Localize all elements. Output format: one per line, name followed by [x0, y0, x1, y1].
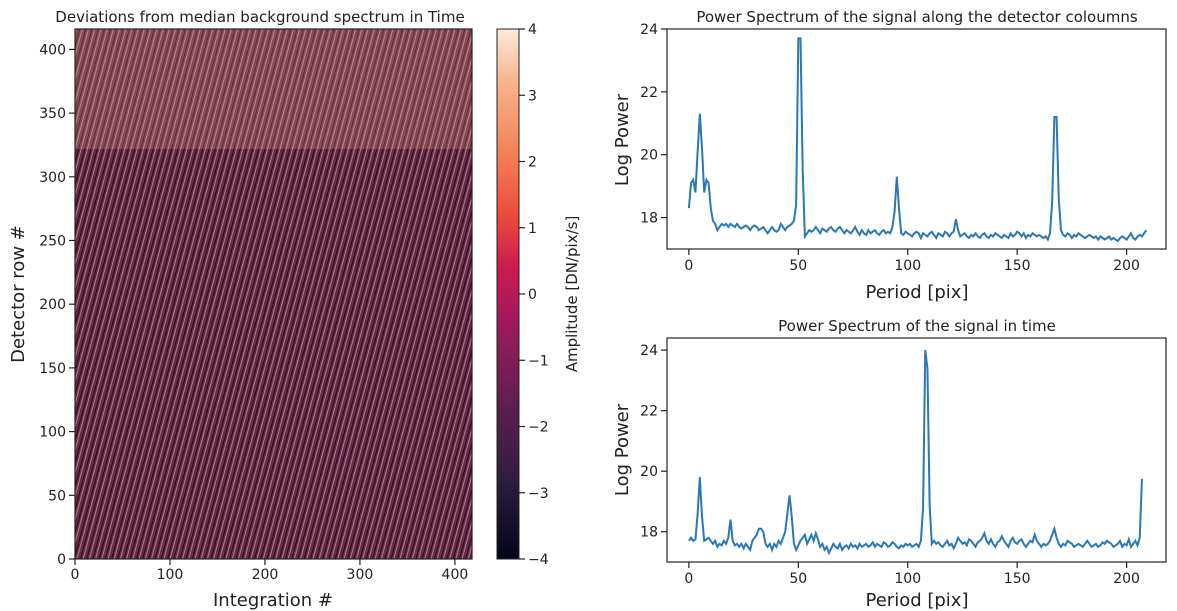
heatmap-y-tick-label: 100 [39, 425, 66, 441]
heatmap-noisy-band [75, 29, 472, 149]
colorbar-tick-label: −3 [528, 486, 549, 502]
colorbar-tick-label: −2 [528, 420, 549, 436]
bottom-plot-x-tick-label: 50 [789, 571, 807, 587]
colorbar-tick-label: 3 [528, 88, 537, 104]
top-plot: 0 50 100 150 200 18 20 22 24 [640, 22, 1167, 274]
top-plot-x-tick-label: 0 [684, 258, 693, 274]
bottom-plot-y-ticks: 18 20 22 24 [640, 343, 667, 541]
heatmap-y-tick-label: 200 [39, 297, 66, 313]
top-plot-x-ticks: 0 50 100 150 200 [684, 249, 1140, 274]
heatmap-x-tick-label: 100 [157, 567, 184, 583]
bottom-plot-x-label: Period [pix] [866, 590, 969, 611]
heatmap-image [75, 29, 472, 559]
top-plot-x-tick-label: 50 [789, 258, 807, 274]
colorbar-tick-label: 2 [528, 155, 537, 171]
top-plot-y-tick-label: 20 [640, 148, 658, 164]
bottom-plot-x-tick-label: 0 [684, 571, 693, 587]
bottom-plot-series-line [688, 349, 1143, 556]
top-plot-y-tick-label: 24 [640, 22, 658, 38]
heatmap-y-tick-label: 400 [39, 42, 66, 58]
top-plot-x-tick-label: 150 [1004, 258, 1031, 274]
heatmap-x-tick-label: 400 [442, 567, 469, 583]
bottom-plot-frame [666, 337, 1167, 563]
heatmap-y-label: Detector row # [8, 225, 29, 363]
top-plot-y-ticks: 18 20 22 24 [640, 22, 667, 227]
top-plot-x-label: Period [pix] [866, 282, 969, 303]
colorbar: −4 −3 −2 −1 0 1 2 3 4 [496, 22, 549, 568]
heatmap-x-ticks: 0 100 200 300 400 [71, 559, 469, 583]
bottom-plot-y-tick-label: 20 [640, 464, 658, 480]
heatmap-y-tick-label: 300 [39, 170, 66, 186]
top-plot-title: Power Spectrum of the signal along the d… [696, 8, 1138, 26]
bottom-plot-x-tick-label: 200 [1113, 571, 1140, 587]
heatmap-y-tick-label: 350 [39, 106, 66, 122]
heatmap-x-label: Integration # [213, 590, 333, 611]
bottom-plot-y-label: Log Power [612, 403, 633, 496]
bottom-plot-y-tick-label: 22 [640, 404, 658, 420]
bottom-plot: 0 50 100 150 200 18 20 22 24 [640, 337, 1167, 587]
top-plot-x-tick-label: 200 [1113, 258, 1140, 274]
colorbar-ticks: −4 −3 −2 −1 0 1 2 3 4 [519, 22, 549, 568]
colorbar-tick-label: −1 [528, 353, 549, 369]
heatmap-panel: 0 100 200 300 400 0 50 100 150 200 250 300 350 400 [39, 28, 473, 583]
top-plot-frame [666, 28, 1167, 250]
bottom-plot-x-tick-label: 100 [894, 571, 921, 587]
colorbar-label: Amplitude [DN/pix/s] [563, 216, 581, 373]
heatmap-y-ticks: 0 50 100 150 200 250 300 350 400 [39, 42, 75, 568]
top-plot-y-tick-label: 18 [640, 211, 658, 227]
top-plot-x-tick-label: 100 [894, 258, 921, 274]
heatmap-x-tick-label: 0 [71, 567, 80, 583]
heatmap-y-tick-label: 250 [39, 233, 66, 249]
top-plot-series-line [687, 37, 1148, 243]
bottom-plot-y-tick-label: 18 [640, 525, 658, 541]
heatmap-x-tick-label: 300 [347, 567, 374, 583]
colorbar-gradient [496, 28, 520, 560]
bottom-plot-x-tick-label: 150 [1004, 571, 1031, 587]
colorbar-tick-label: −4 [528, 552, 549, 568]
heatmap-y-tick-label: 50 [48, 488, 66, 504]
heatmap-title: Deviations from median background spectr… [55, 8, 464, 26]
bottom-plot-y-tick-label: 24 [640, 343, 658, 359]
bottom-plot-x-ticks: 0 50 100 150 200 [684, 562, 1140, 587]
top-plot-y-label: Log Power [612, 93, 633, 186]
heatmap-y-tick-label: 0 [57, 552, 66, 568]
colorbar-tick-label: 0 [528, 287, 537, 303]
heatmap-y-tick-label: 150 [39, 361, 66, 377]
heatmap-x-tick-label: 200 [252, 567, 279, 583]
bottom-plot-title: Power Spectrum of the signal in time [778, 317, 1056, 335]
top-plot-y-tick-label: 22 [640, 85, 658, 101]
heatmap-frame [74, 28, 473, 560]
colorbar-tick-label: 4 [528, 22, 537, 38]
colorbar-tick-label: 1 [528, 221, 537, 237]
